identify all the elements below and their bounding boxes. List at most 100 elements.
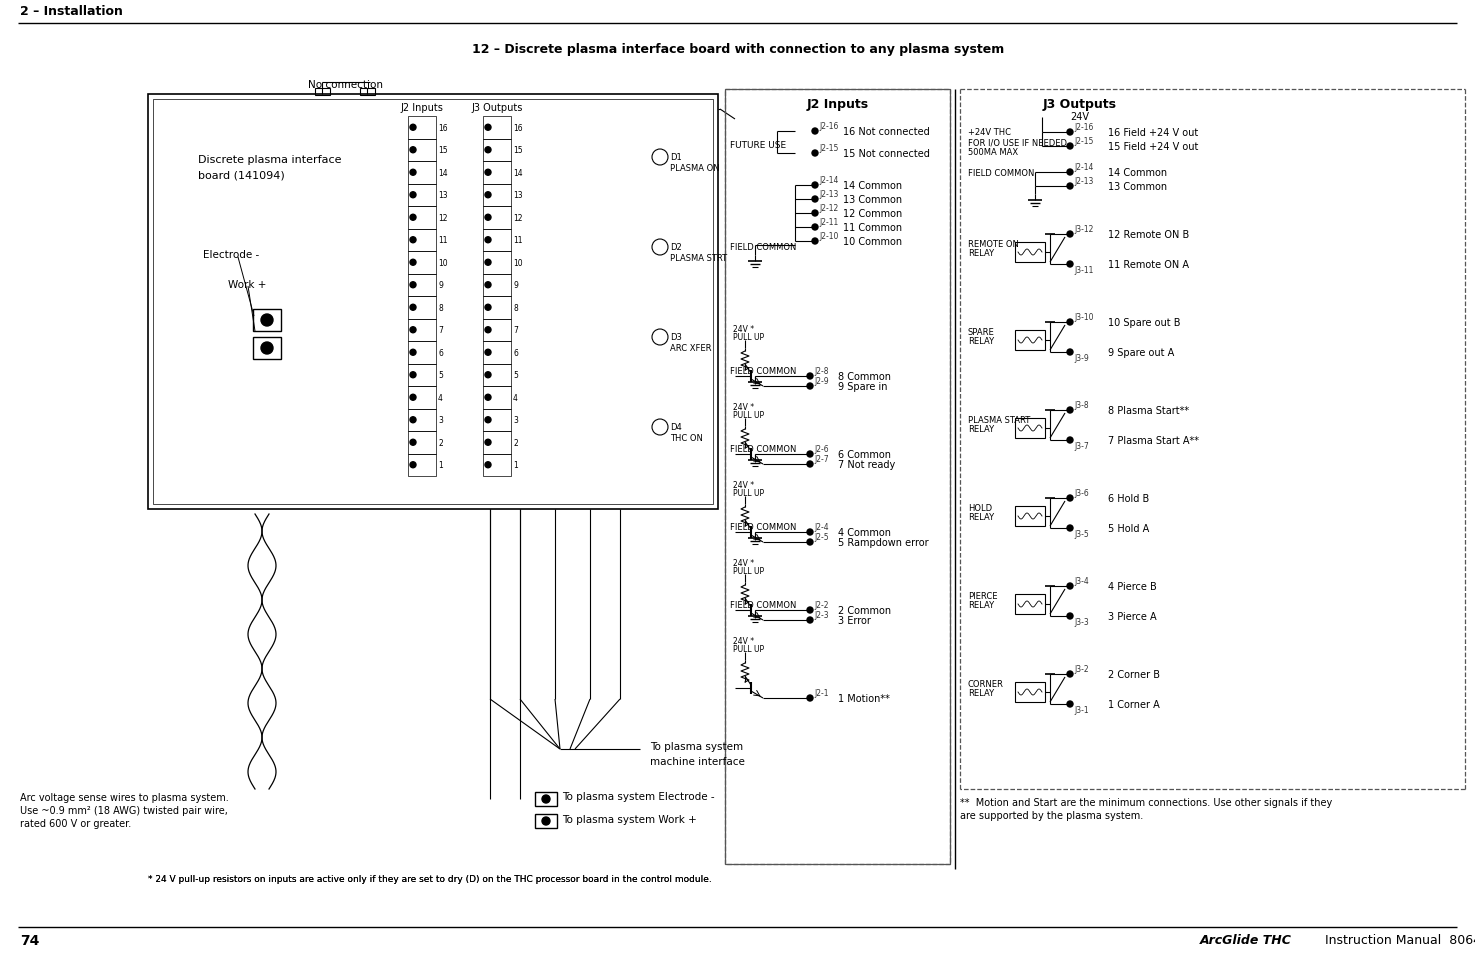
Circle shape: [807, 618, 813, 623]
Text: 7 Plasma Start A**: 7 Plasma Start A**: [1108, 436, 1199, 446]
Bar: [409, 274, 437, 296]
Text: +24V THC: +24V THC: [968, 128, 1010, 137]
Circle shape: [485, 439, 491, 446]
Circle shape: [1066, 496, 1072, 501]
Circle shape: [485, 417, 491, 423]
Text: RELAY: RELAY: [968, 688, 994, 698]
Text: RELAY: RELAY: [968, 513, 994, 521]
Text: 10: 10: [513, 258, 522, 268]
Circle shape: [1066, 319, 1072, 326]
Text: 13 Common: 13 Common: [1108, 182, 1167, 192]
Text: Electrode -: Electrode -: [204, 250, 260, 260]
Circle shape: [485, 170, 491, 176]
Text: CORNER: CORNER: [968, 679, 1004, 688]
Bar: [409, 432, 437, 454]
Text: 16 Not connected: 16 Not connected: [844, 127, 929, 137]
Circle shape: [807, 696, 813, 701]
Text: 8: 8: [438, 303, 442, 313]
Text: 1: 1: [513, 460, 518, 470]
Bar: [482, 117, 510, 139]
Circle shape: [813, 225, 819, 231]
Text: 1 Corner A: 1 Corner A: [1108, 700, 1159, 709]
Circle shape: [1066, 184, 1072, 190]
Text: 13 Common: 13 Common: [844, 194, 903, 205]
Text: J2-7: J2-7: [814, 455, 829, 463]
Bar: [1015, 595, 1044, 615]
Circle shape: [652, 330, 668, 346]
Bar: [1015, 418, 1044, 438]
Text: 15: 15: [438, 146, 447, 155]
Text: 4: 4: [513, 394, 518, 402]
Bar: [482, 341, 510, 364]
Bar: [482, 184, 510, 207]
Circle shape: [1066, 130, 1072, 136]
Text: ArcGlide THC: ArcGlide THC: [1201, 933, 1292, 946]
Text: 6 Common: 6 Common: [838, 450, 891, 459]
Bar: [409, 296, 437, 319]
Text: J2-4: J2-4: [814, 522, 829, 532]
Bar: [409, 139, 437, 162]
Text: 13: 13: [438, 191, 447, 200]
Text: 9: 9: [438, 281, 442, 290]
Bar: [409, 319, 437, 341]
Text: 14: 14: [438, 169, 447, 177]
Text: 8: 8: [513, 303, 518, 313]
Text: 16: 16: [513, 124, 522, 132]
Text: THC ON: THC ON: [670, 434, 704, 442]
Text: 6 Hold B: 6 Hold B: [1108, 494, 1149, 503]
Text: 24V *: 24V *: [733, 480, 754, 490]
Text: 2: 2: [438, 438, 442, 447]
Bar: [153, 100, 712, 504]
Circle shape: [813, 196, 819, 203]
Circle shape: [410, 305, 416, 311]
Text: Instruction Manual  806450: Instruction Manual 806450: [1325, 933, 1475, 946]
Text: J3-1: J3-1: [1074, 705, 1089, 714]
Bar: [409, 230, 437, 252]
Text: Arc voltage sense wires to plasma system.: Arc voltage sense wires to plasma system…: [21, 792, 229, 802]
Text: 4 Pierce B: 4 Pierce B: [1108, 581, 1156, 592]
Text: 2: 2: [513, 438, 518, 447]
Bar: [409, 409, 437, 432]
Text: 3: 3: [438, 416, 442, 425]
Circle shape: [807, 607, 813, 614]
Circle shape: [1066, 437, 1072, 443]
Circle shape: [1066, 262, 1072, 268]
Circle shape: [1066, 232, 1072, 237]
Bar: [409, 364, 437, 387]
Circle shape: [410, 328, 416, 334]
Text: To plasma system Electrode -: To plasma system Electrode -: [562, 791, 714, 801]
Text: 12: 12: [513, 213, 522, 222]
Text: 12 Common: 12 Common: [844, 209, 903, 219]
Text: 12: 12: [438, 213, 447, 222]
Bar: [535, 792, 558, 806]
Text: PULL UP: PULL UP: [733, 333, 764, 341]
Text: J3-5: J3-5: [1074, 530, 1089, 538]
Bar: [1015, 331, 1044, 351]
Text: * 24 V pull-up resistors on inputs are active only if they are set to dry (D) on: * 24 V pull-up resistors on inputs are a…: [148, 874, 712, 883]
Circle shape: [813, 183, 819, 189]
Text: J3-11: J3-11: [1074, 266, 1093, 274]
Text: FIELD COMMON: FIELD COMMON: [730, 601, 796, 610]
Text: 11: 11: [438, 236, 447, 245]
Circle shape: [410, 237, 416, 244]
Text: PLASMA STRT: PLASMA STRT: [670, 253, 727, 263]
Text: FOR I/O USE IF NEEDED: FOR I/O USE IF NEEDED: [968, 138, 1066, 147]
Circle shape: [485, 305, 491, 311]
Circle shape: [1066, 614, 1072, 619]
Text: 2 Corner B: 2 Corner B: [1108, 669, 1159, 679]
Text: 4: 4: [438, 394, 442, 402]
Text: 7 Not ready: 7 Not ready: [838, 459, 895, 470]
Circle shape: [541, 817, 550, 825]
Text: 6: 6: [513, 349, 518, 357]
Text: J2-13: J2-13: [1074, 177, 1093, 186]
Text: 74: 74: [21, 933, 40, 947]
Text: J3-10: J3-10: [1074, 313, 1093, 322]
Circle shape: [261, 314, 273, 327]
Text: J3-3: J3-3: [1074, 618, 1089, 626]
Text: 2 Common: 2 Common: [838, 605, 891, 616]
Circle shape: [410, 193, 416, 198]
Text: SPARE: SPARE: [968, 328, 994, 336]
Bar: [148, 95, 718, 510]
Circle shape: [1066, 350, 1072, 355]
Bar: [482, 296, 510, 319]
